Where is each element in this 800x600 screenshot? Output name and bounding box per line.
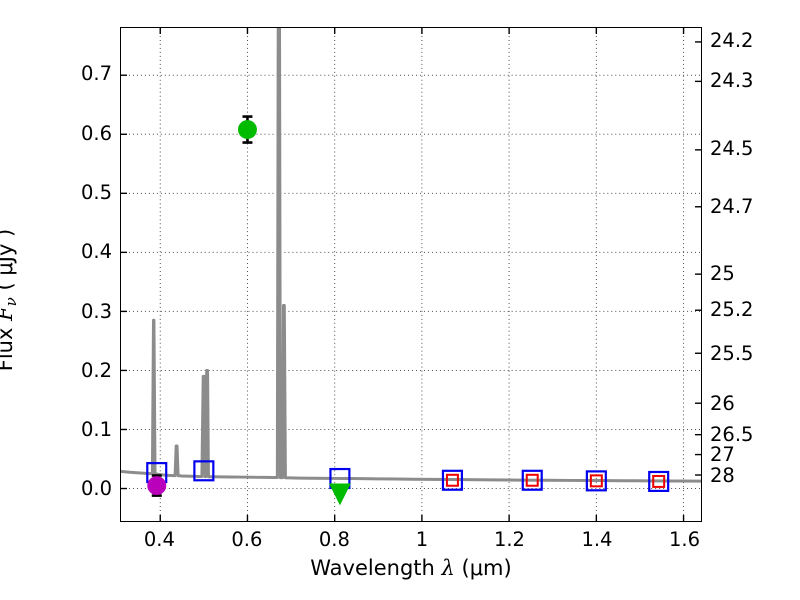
left-tick-label: 0.1 xyxy=(80,418,112,442)
left-tick-label: 0.5 xyxy=(80,180,112,204)
right-tick-label: 26.5 xyxy=(710,423,754,447)
left-tick-label: 0.6 xyxy=(80,121,112,145)
right-tick-label: 27 xyxy=(710,443,735,467)
bottom-tick-label: 1 xyxy=(415,528,429,551)
plot-area xyxy=(120,27,702,522)
right-tick-label: 25 xyxy=(710,262,735,286)
observed-photometry-square[interactable] xyxy=(193,460,215,482)
bottom-tick-label: 0.4 xyxy=(143,528,175,551)
right-tick-label: 26 xyxy=(710,391,735,415)
observed-photometry-square[interactable] xyxy=(441,469,463,491)
observed-photometry-square[interactable] xyxy=(648,470,670,492)
upper-limit-triangle[interactable] xyxy=(328,483,351,506)
model-photometry-square[interactable] xyxy=(445,473,459,487)
bottom-axis-title-text: Wavelength λ (μm) xyxy=(310,556,512,580)
bottom-tick-label: 0.8 xyxy=(318,528,350,551)
green-detection-point[interactable] xyxy=(237,120,257,140)
right-tick-label: 24.7 xyxy=(710,194,754,218)
left-tick-label: 0.0 xyxy=(80,477,112,501)
left-tick-label: 0.4 xyxy=(80,240,112,264)
bottom-tick-label: 1.6 xyxy=(668,528,700,551)
plot-canvas xyxy=(121,28,701,521)
right-tick-label: 24.3 xyxy=(710,68,754,92)
left-tick-label: 0.7 xyxy=(80,62,112,86)
bottom-tick-label: 1.4 xyxy=(581,528,613,551)
magenta-detection-point[interactable] xyxy=(147,476,167,496)
right-tick-label: 24.2 xyxy=(710,28,754,52)
right-tick-label: 25.5 xyxy=(710,341,754,365)
right-tick-label: 24.5 xyxy=(710,137,754,161)
model-photometry-square[interactable] xyxy=(525,473,539,487)
right-tick-label: 25.2 xyxy=(710,298,754,322)
bottom-axis-title: Wavelength λ (μm) xyxy=(120,556,702,580)
spectrum-line xyxy=(121,28,701,483)
bottom-tick-label: 1.2 xyxy=(493,528,525,551)
observed-photometry-square[interactable] xyxy=(521,469,543,491)
left-tick-label: 0.3 xyxy=(80,299,112,323)
model-photometry-square[interactable] xyxy=(652,474,666,488)
bottom-tick-label: 0.6 xyxy=(231,528,263,551)
right-tick-label: 28 xyxy=(710,463,735,487)
model-photometry-square[interactable] xyxy=(589,474,603,488)
left-axis-title: Flux Fν ( μJy ) xyxy=(0,0,21,600)
left-tick-label: 0.2 xyxy=(80,358,112,382)
observed-photometry-square[interactable] xyxy=(585,470,607,492)
left-axis-title-text: Flux Fν ( μJy ) xyxy=(0,229,21,372)
